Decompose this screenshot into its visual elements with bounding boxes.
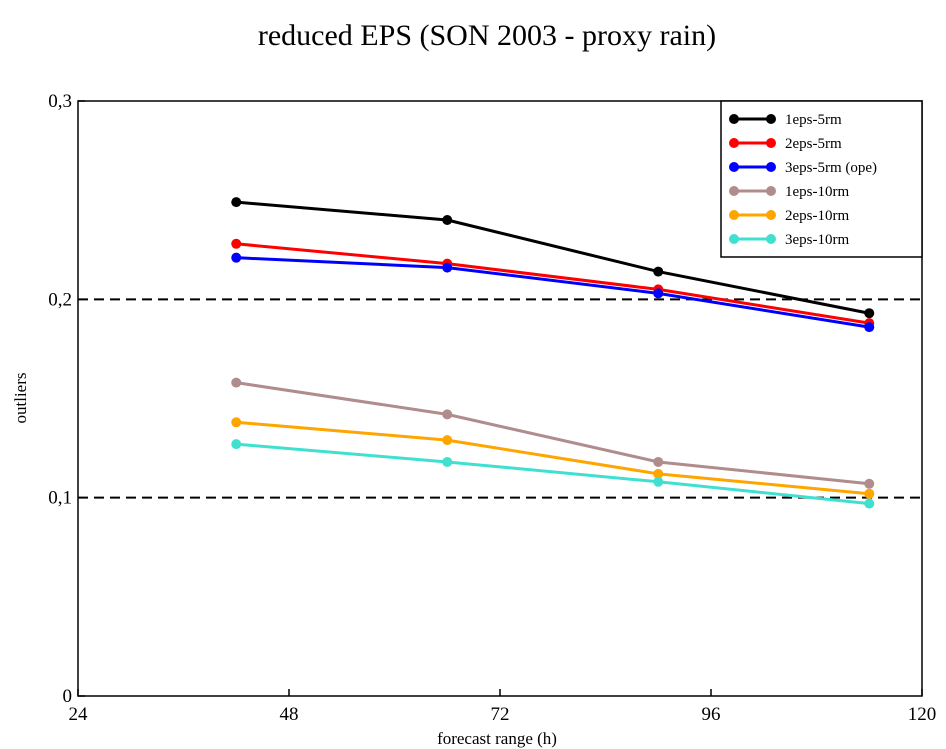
y-tick-label: 0,3	[48, 91, 72, 112]
x-tick-label: 120	[908, 704, 937, 725]
series-line	[236, 256, 870, 329]
legend-label: 3eps-10rm	[785, 232, 849, 248]
legend-swatch-point	[729, 186, 739, 196]
data-point	[442, 409, 453, 420]
series-1eps-10rm	[231, 377, 875, 489]
legend-swatch-point	[766, 186, 776, 196]
series-1eps-5rm	[231, 197, 875, 319]
legend-item: 2eps-10rm	[729, 208, 849, 224]
legend-swatch-point	[766, 234, 776, 244]
data-point	[231, 417, 242, 428]
series-3eps-5rm (ope)	[231, 252, 875, 333]
data-point	[864, 478, 875, 489]
x-tick-label: 96	[702, 704, 721, 725]
legend-swatch-point	[729, 114, 739, 124]
data-point	[231, 238, 242, 249]
legend-label: 1eps-10rm	[785, 184, 849, 200]
data-point	[653, 476, 664, 487]
chart-title: reduced EPS (SON 2003 - proxy rain)	[258, 19, 716, 52]
legend-swatch-point	[766, 114, 776, 124]
data-point	[653, 468, 664, 479]
legend-swatch-point	[766, 138, 776, 148]
legend: 1eps-5rm 2eps-5rm 3eps-5rm (ope) 1eps-10rm 2…	[720, 100, 923, 258]
legend-item: 2eps-5rm	[729, 136, 842, 152]
y-tick-label: 0,1	[48, 488, 72, 509]
data-point	[442, 262, 453, 273]
data-point	[442, 435, 453, 446]
legend-item: 3eps-5rm (ope)	[729, 160, 877, 176]
x-tick-label: 24	[69, 704, 89, 725]
legend-box	[720, 100, 923, 258]
legend-swatch-point	[766, 210, 776, 220]
data-point	[653, 266, 664, 277]
series-line	[236, 242, 870, 325]
data-point	[231, 439, 242, 450]
x-tick-label: 48	[280, 704, 299, 725]
legend-swatch-point	[729, 138, 739, 148]
data-point	[864, 322, 875, 333]
data-point	[653, 288, 664, 299]
series-line	[236, 420, 870, 496]
y-tick-label: 0	[63, 686, 73, 707]
data-point	[864, 308, 875, 319]
legend-swatch-point	[729, 234, 739, 244]
data-point	[231, 377, 242, 388]
series-layer	[231, 197, 875, 509]
series-line	[236, 381, 870, 486]
reference-lines	[78, 298, 922, 499]
x-axis-ticks: 24 48 72 96 120	[69, 689, 937, 725]
y-axis-label: outliers	[11, 373, 30, 424]
legend-label: 2eps-10rm	[785, 208, 849, 224]
legend-label: 1eps-5rm	[785, 112, 842, 128]
data-point	[864, 488, 875, 499]
legend-swatch-point	[729, 210, 739, 220]
legend-swatch-point	[766, 162, 776, 172]
data-point	[231, 252, 242, 263]
legend-item: 3eps-10rm	[729, 232, 849, 248]
y-tick-label: 0,2	[48, 289, 72, 310]
legend-swatch-point	[729, 162, 739, 172]
series-3eps-10rm	[231, 439, 875, 509]
legend-item: 1eps-10rm	[729, 184, 849, 200]
data-point	[653, 456, 664, 467]
series-2eps-10rm	[231, 417, 875, 499]
data-point	[864, 498, 875, 509]
series-line	[236, 200, 870, 315]
x-tick-label: 72	[491, 704, 510, 725]
series-line	[236, 442, 870, 506]
data-point	[442, 215, 453, 225]
legend-label: 2eps-5rm	[785, 136, 842, 152]
data-point	[442, 456, 453, 467]
legend-item: 1eps-5rm	[729, 112, 842, 128]
legend-label: 3eps-5rm (ope)	[785, 160, 877, 176]
x-axis-label: forecast range (h)	[437, 729, 557, 748]
data-point	[231, 197, 242, 208]
y-axis-ticks: 0 0,1 0,2 0,3	[48, 91, 85, 707]
